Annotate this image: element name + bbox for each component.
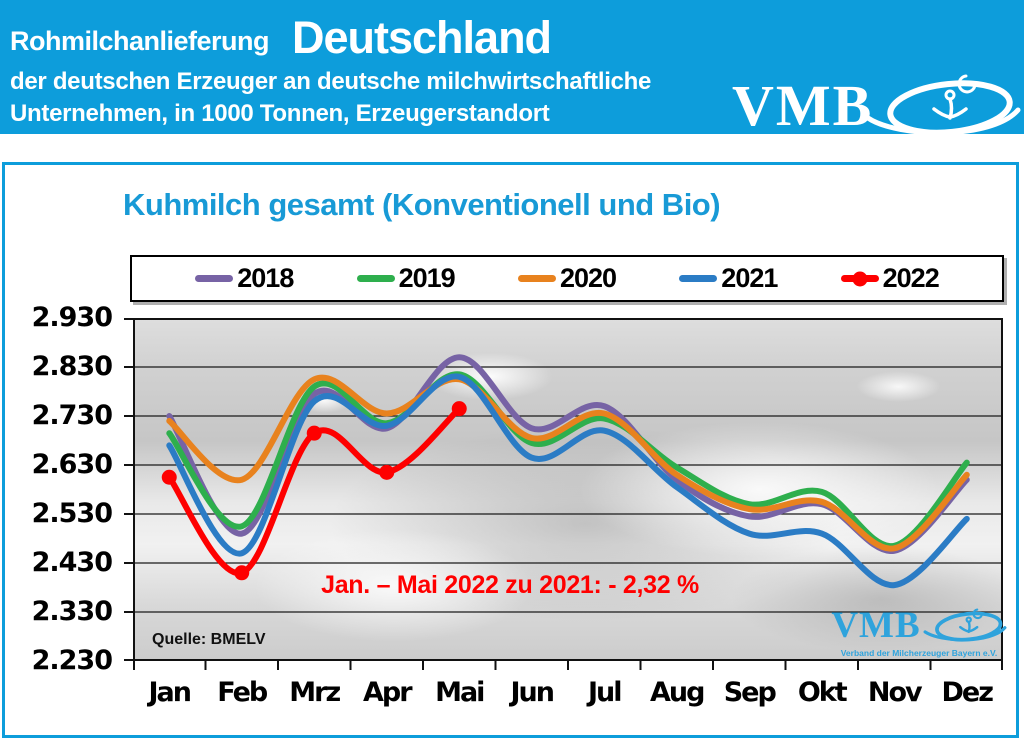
legend-swatch (517, 275, 556, 282)
header-subtitle-line1: der deutschen Erzeuger an deutsche milch… (10, 68, 652, 95)
legend-swatch (195, 275, 234, 282)
vmb-watermark-text: VMB (831, 604, 921, 646)
x-tick-label: Mai (435, 677, 485, 708)
y-tick-label: 2.430 (31, 547, 113, 578)
y-tick-label: 2.530 (31, 498, 113, 529)
legend-label: 2020 (559, 263, 617, 293)
x-tick-label: Jun (510, 677, 556, 708)
y-tick-label: 2.330 (31, 596, 113, 627)
legend-label: 2021 (721, 263, 778, 293)
x-tick-label: Dez (941, 677, 994, 708)
header-title: Rohmilchanlieferung (10, 26, 270, 56)
chart-panel: Kuhmilch gesamt (Konventionell und Bio) … (2, 162, 1019, 738)
x-tick-label: Nov (867, 677, 923, 708)
x-tick-label: Jul (587, 677, 623, 708)
y-tick-label: 2.730 (31, 400, 113, 431)
vmb-logo: VMB (732, 70, 1022, 138)
legend: 2018 2019 2020 2021 2022 (130, 255, 1004, 302)
x-tick-label: Sep (723, 677, 777, 708)
header-banner: Rohmilchanlieferung Deutschland der deut… (0, 0, 1024, 138)
legend-marker-dot (852, 271, 868, 286)
legend-item-2018: 2018 (195, 263, 294, 294)
legend-item-2019: 2019 (356, 263, 456, 294)
header-subtitle-line2: Unternehmen, in 1000 Tonnen, Erzeugersta… (10, 100, 550, 127)
x-tick-label: Apr (362, 677, 413, 708)
chart-title: Kuhmilch gesamt (Konventionell und Bio) (123, 187, 721, 222)
vmb-watermark: VMB Verband der Milcherzeuger Bayern e.V… (831, 603, 1007, 661)
legend-label: 2022 (882, 263, 940, 293)
legend-item-2022: 2022 (840, 263, 940, 294)
x-tick-label: Feb (217, 677, 268, 708)
legend-item-2020: 2020 (517, 263, 617, 294)
y-tick-label: 2.230 (31, 645, 113, 676)
legend-label: 2019 (398, 263, 456, 293)
header-country: Deutschland (292, 12, 552, 63)
milk-swirl-icon (865, 74, 1021, 136)
x-tick-label: Okt (797, 677, 848, 708)
legend-item-2021: 2021 (679, 263, 778, 294)
legend-swatch (840, 271, 879, 286)
x-tick-label: Jan (148, 677, 193, 708)
vmb-logo-text: VMB (732, 73, 874, 138)
vmb-watermark-subtext: Verband der Milcherzeuger Bayern e.V. (840, 648, 998, 658)
legend-swatch (679, 275, 718, 282)
y-tick-label: 2.830 (31, 351, 113, 382)
legend-label: 2018 (237, 263, 294, 293)
y-tick-label: 2.630 (31, 449, 113, 480)
milk-swirl-icon (923, 608, 1007, 642)
y-tick-label: 2.930 (31, 302, 113, 333)
annotation: Jan. – Mai 2022 zu 2021: - 2,32 % (321, 571, 699, 599)
x-tick-label: Mrz (289, 677, 341, 708)
legend-swatch (356, 275, 395, 282)
source-label: Quelle: BMELV (152, 631, 266, 648)
x-tick-label: Aug (650, 677, 705, 708)
